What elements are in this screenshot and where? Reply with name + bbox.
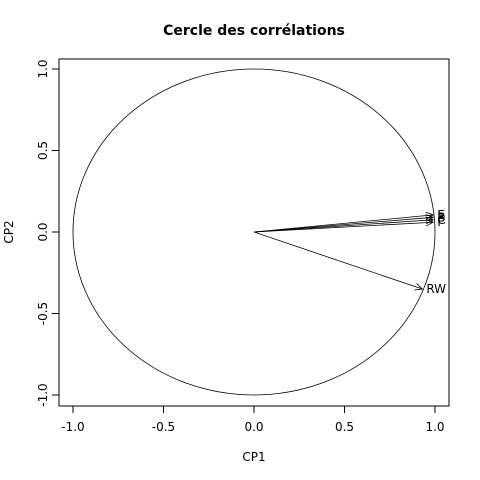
vector-f: F <box>253 215 444 233</box>
y-axis-label: CP2 <box>2 220 16 243</box>
vector-rw: RW <box>253 231 446 296</box>
y-tick-label: -0.5 <box>36 302 50 325</box>
vector-e: E <box>253 208 445 233</box>
x-tick-label: 1.0 <box>425 420 444 434</box>
vector-label: F <box>437 215 444 229</box>
vector-arrowhead <box>414 283 424 291</box>
x-tick-label: 0.5 <box>335 420 354 434</box>
vector-label: C <box>437 213 445 227</box>
vector-label: RW <box>426 282 446 296</box>
vector-line <box>253 231 423 290</box>
unit-circle <box>72 68 436 396</box>
chart-title: Cercle des corrélations <box>163 23 345 39</box>
y-tick-label: 1.0 <box>36 59 50 78</box>
vector-label: B <box>437 210 445 224</box>
vector-line <box>253 219 434 233</box>
y-tick-label: 0.0 <box>36 222 50 241</box>
x-axis-label: CP1 <box>242 450 265 464</box>
x-tick-label: -1.0 <box>61 420 84 434</box>
x-tick-label: -0.5 <box>152 420 175 434</box>
x-tick-label: 0.0 <box>244 420 263 434</box>
vector-label: E <box>437 208 445 222</box>
vector-line <box>253 214 434 233</box>
vector-line <box>253 216 434 233</box>
y-tick-label: -1.0 <box>36 383 50 406</box>
y-tick-label: 0.5 <box>36 141 50 160</box>
vector-line <box>253 221 434 233</box>
vector-arrowhead <box>425 218 435 227</box>
plot-frame <box>58 58 450 407</box>
